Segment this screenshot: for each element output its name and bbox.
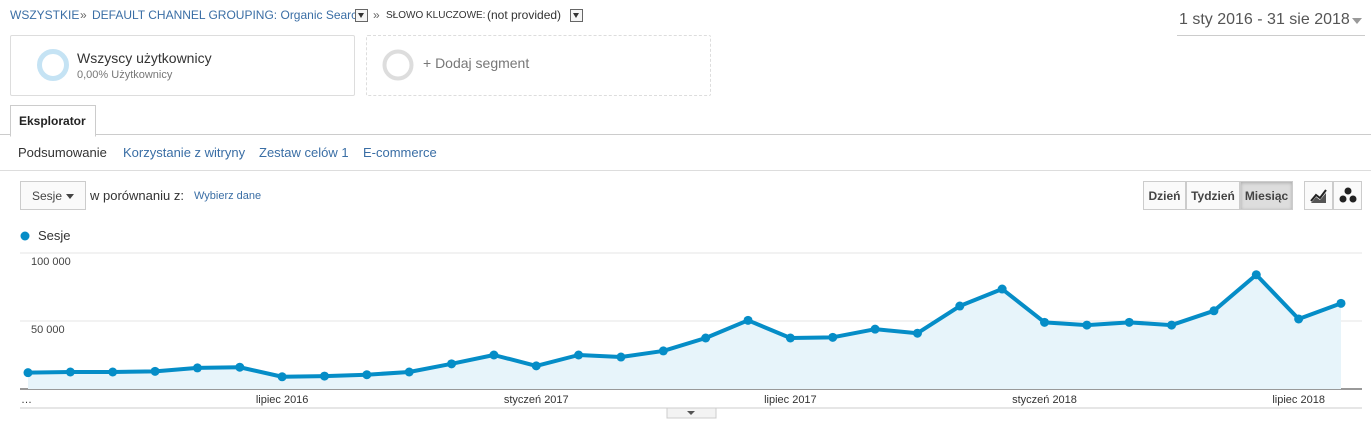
- point: [1124, 317, 1134, 327]
- date-range[interactable]: 1 sty 2016 - 31 sie 2018: [1179, 11, 1350, 28]
- x-tick-label: lipiec 2017: [764, 394, 817, 406]
- x-tick-label: lipiec 2016: [256, 394, 309, 406]
- point: [955, 301, 965, 311]
- point: [743, 315, 753, 325]
- breadcrumb-separator: »: [373, 8, 380, 22]
- period-button[interactable]: Miesiąc: [1240, 181, 1293, 210]
- period-button[interactable]: Tydzień: [1186, 181, 1240, 210]
- point: [489, 350, 499, 360]
- breadcrumb-keyword-value: (not provided): [487, 8, 562, 22]
- compare-label: w porównaniu z:: [90, 188, 184, 203]
- chart: Sesje 50 000 100 000 … lipiec 2016 styczeń 20…: [20, 228, 1362, 419]
- dropdown[interactable]: [355, 9, 368, 22]
- x-tick-label: styczeń 2018: [1012, 394, 1077, 406]
- breadcrumb-channel[interactable]: DEFAULT CHANNEL GROUPING: Organic Search: [92, 8, 364, 22]
- subtab[interactable]: Podsumowanie: [18, 145, 107, 160]
- point: [997, 284, 1007, 294]
- point: [447, 359, 457, 369]
- point: [574, 350, 584, 360]
- y-tick-label: 50 000: [31, 324, 65, 336]
- add-segment: + Dodaj segment: [423, 55, 530, 71]
- y-tick-label: 100 000: [31, 256, 71, 268]
- point: [1167, 320, 1177, 330]
- subtab[interactable]: E-commerce: [363, 145, 437, 160]
- date-underline: [1177, 35, 1365, 36]
- point: [1082, 320, 1092, 330]
- line: [27, 272, 1342, 379]
- point: [1294, 314, 1304, 324]
- icon: [1310, 189, 1327, 203]
- legend-label: Sesje: [38, 228, 71, 243]
- point: [828, 332, 838, 342]
- point: [1209, 306, 1219, 316]
- tab-label: Eksplorator: [19, 114, 86, 128]
- area-fill: [28, 274, 1341, 389]
- point: [404, 367, 414, 377]
- add-segment-card[interactable]: + Dodaj segment: [366, 35, 711, 96]
- expand-arrow: [687, 411, 695, 415]
- x-tick-label: styczeń 2017: [504, 394, 569, 406]
- motion-chart-button[interactable]: [1333, 181, 1362, 210]
- point: [658, 346, 668, 356]
- segment-icon: [382, 49, 414, 81]
- point: [23, 368, 33, 378]
- dropdown-arrow: [66, 194, 74, 203]
- divider: [0, 170, 1371, 171]
- segment-icon: [37, 49, 69, 81]
- point: [701, 333, 711, 343]
- point: [1251, 270, 1261, 280]
- point: [192, 363, 202, 373]
- breadcrumb-keyword-label: SŁOWO KLUCZOWE:: [386, 10, 486, 21]
- point: [362, 370, 372, 380]
- point: [150, 366, 160, 376]
- metric-dropdown[interactable]: Sesje: [20, 181, 86, 210]
- legend-marker: [20, 231, 30, 241]
- point: [108, 367, 118, 377]
- segment-subtitle: 0,00% Użytkownicy: [77, 69, 173, 81]
- point: [1336, 298, 1346, 308]
- divider: [0, 134, 1371, 135]
- point: [616, 352, 626, 362]
- point: [912, 328, 922, 338]
- point: [785, 333, 795, 343]
- point: [870, 324, 880, 334]
- segment-title: Wszyscy użytkownicy: [77, 50, 212, 66]
- metric-label: Sesje: [32, 189, 63, 203]
- segment-card[interactable]: Wszyscy użytkownicy 0,00% Użytkownicy: [10, 35, 355, 96]
- dropdown[interactable]: [570, 9, 583, 22]
- point: [1040, 317, 1050, 327]
- subtab[interactable]: Zestaw celów 1: [259, 145, 349, 160]
- point: [65, 367, 75, 377]
- icon: [1339, 187, 1357, 203]
- breadcrumb-separator: »: [80, 8, 87, 22]
- period-button[interactable]: Dzień: [1143, 181, 1186, 210]
- subtab[interactable]: Korzystanie z witryny: [123, 145, 246, 160]
- breadcrumb-all[interactable]: WSZYSTKIE: [10, 8, 80, 22]
- compare-link[interactable]: Wybierz dane: [194, 190, 262, 202]
- x-tick-label: lipiec 2018: [1272, 394, 1325, 406]
- point: [235, 362, 245, 372]
- date-arrow[interactable]: [1352, 18, 1362, 29]
- tab[interactable]: Eksplorator: [10, 105, 96, 137]
- point: [319, 371, 329, 381]
- x-tick-label: …: [21, 394, 32, 406]
- point: [277, 372, 287, 382]
- line-chart-button[interactable]: [1304, 181, 1333, 210]
- point: [531, 361, 541, 371]
